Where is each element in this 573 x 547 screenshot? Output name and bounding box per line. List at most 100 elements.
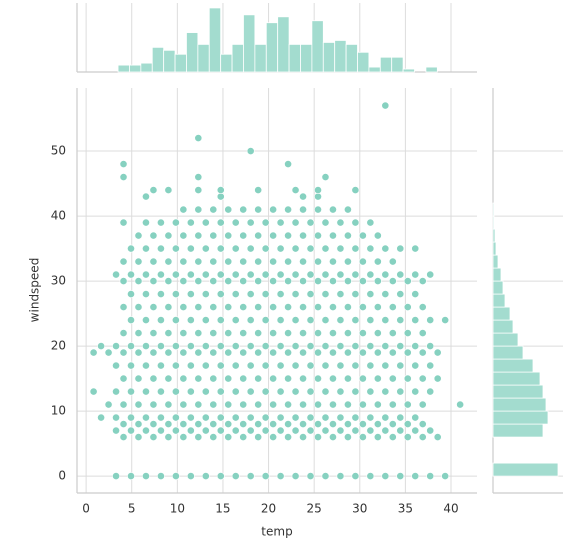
- point: [366, 316, 375, 324]
- point: [336, 270, 345, 279]
- point: [164, 231, 173, 240]
- point: [291, 316, 300, 324]
- point: [269, 329, 278, 337]
- point: [329, 400, 337, 409]
- point: [358, 348, 367, 357]
- point: [134, 420, 143, 428]
- point: [119, 400, 128, 409]
- point: [299, 420, 307, 428]
- point: [306, 426, 315, 435]
- point: [291, 472, 300, 480]
- point: [276, 290, 285, 298]
- point: [411, 342, 420, 350]
- point: [321, 244, 330, 253]
- point: [194, 374, 203, 383]
- point: [388, 374, 397, 383]
- point: [299, 374, 307, 383]
- point: [171, 316, 180, 324]
- point: [411, 426, 420, 435]
- point: [441, 472, 450, 480]
- point: [344, 420, 352, 428]
- point: [142, 218, 150, 227]
- point: [276, 342, 285, 350]
- point: [276, 316, 285, 324]
- point: [149, 433, 158, 441]
- point: [411, 316, 420, 324]
- point: [366, 244, 375, 253]
- point: [186, 316, 195, 324]
- point: [403, 420, 412, 428]
- point: [284, 374, 292, 383]
- point: [269, 400, 278, 409]
- point: [314, 186, 322, 194]
- point: [246, 290, 255, 298]
- point: [239, 277, 248, 285]
- point: [351, 270, 360, 279]
- point: [433, 348, 442, 357]
- point: [209, 374, 218, 383]
- point: [171, 218, 180, 227]
- point: [224, 205, 233, 214]
- point: [194, 420, 203, 428]
- point: [306, 413, 315, 422]
- histogram-bar: [492, 358, 534, 373]
- point: [396, 290, 405, 298]
- point: [254, 400, 263, 409]
- point: [164, 433, 173, 441]
- point: [239, 400, 248, 409]
- point: [261, 413, 270, 422]
- point: [291, 186, 300, 194]
- histogram-bar: [265, 22, 279, 73]
- point: [366, 426, 375, 435]
- point: [291, 290, 300, 298]
- point: [299, 257, 307, 266]
- point: [201, 270, 210, 279]
- point: [239, 231, 248, 240]
- point: [291, 413, 300, 422]
- point: [418, 420, 427, 428]
- point: [321, 472, 330, 480]
- point: [112, 270, 120, 279]
- point: [291, 361, 300, 370]
- y-axis-label: windspeed: [28, 258, 42, 323]
- point: [284, 433, 292, 441]
- point: [299, 400, 307, 409]
- point: [209, 400, 218, 409]
- histogram-bar: [492, 215, 495, 230]
- point: [291, 426, 300, 435]
- histogram-bar: [492, 202, 495, 217]
- point: [171, 270, 180, 279]
- point: [381, 290, 390, 298]
- point: [119, 433, 128, 441]
- point: [358, 329, 367, 337]
- point: [171, 426, 180, 435]
- point: [403, 303, 412, 311]
- point: [366, 342, 375, 350]
- point: [149, 400, 158, 409]
- histogram-bar: [492, 306, 511, 321]
- point: [321, 270, 330, 279]
- point: [388, 303, 397, 311]
- point: [261, 290, 270, 298]
- point: [373, 329, 382, 337]
- point: [329, 231, 337, 240]
- point: [231, 426, 240, 435]
- point: [194, 205, 203, 214]
- point: [403, 400, 412, 409]
- point: [411, 472, 420, 480]
- point: [216, 426, 225, 435]
- point: [403, 433, 412, 441]
- point: [194, 348, 203, 357]
- point: [314, 420, 322, 428]
- point: [314, 433, 322, 441]
- point: [426, 387, 435, 396]
- point: [276, 244, 285, 253]
- point: [254, 329, 263, 337]
- point: [344, 303, 352, 311]
- point: [276, 270, 285, 279]
- point: [157, 387, 165, 396]
- point: [314, 231, 322, 240]
- point: [231, 218, 240, 227]
- point: [306, 290, 315, 298]
